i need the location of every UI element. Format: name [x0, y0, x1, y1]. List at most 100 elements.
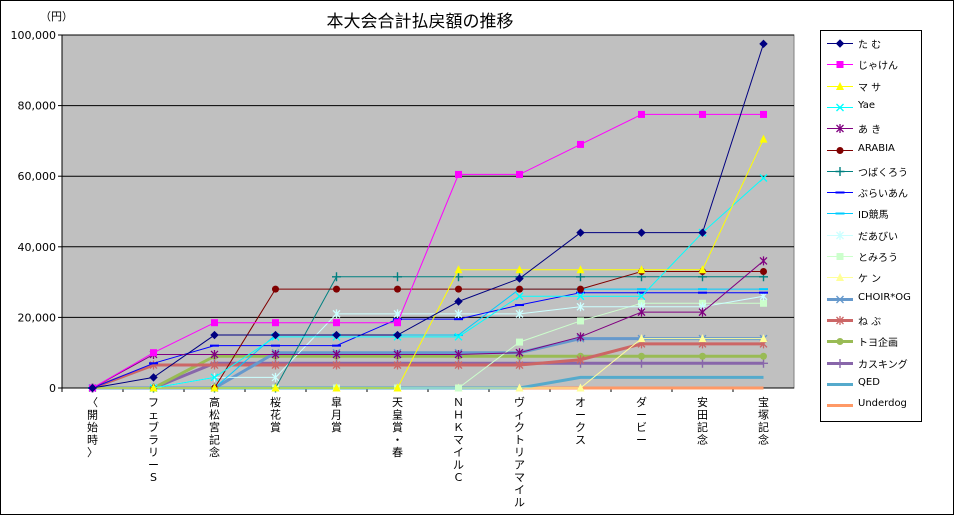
legend-swatch	[827, 61, 853, 69]
svg-text:記: 記	[697, 420, 708, 434]
legend-swatch	[827, 166, 853, 176]
svg-text:マ: マ	[514, 471, 525, 484]
data-point	[637, 307, 646, 317]
svg-text:ア: ア	[514, 459, 525, 472]
legend-label: だあびい	[858, 231, 898, 243]
data-point	[759, 39, 768, 49]
legend-marker	[836, 103, 844, 112]
data-point	[454, 349, 463, 359]
svg-text:高: 高	[209, 395, 220, 409]
data-point	[333, 285, 340, 293]
legend-swatch	[827, 382, 853, 386]
svg-text:ラ: ラ	[148, 434, 159, 447]
data-point	[271, 383, 280, 392]
data-point	[760, 268, 767, 276]
data-point	[576, 272, 585, 282]
svg-text:天: 天	[392, 396, 403, 409]
svg-text:オ: オ	[575, 396, 586, 409]
svg-text:C: C	[455, 471, 463, 484]
data-point	[271, 330, 280, 340]
data-point	[455, 384, 462, 392]
svg-text:月: 月	[331, 409, 342, 422]
svg-text:ダ: ダ	[636, 395, 647, 409]
svg-text:宝: 宝	[758, 395, 769, 409]
legend-label: ケ ン	[858, 274, 882, 286]
data-point	[637, 265, 646, 274]
legend-entry: Yae	[821, 97, 921, 118]
data-point	[515, 309, 524, 319]
data-point	[210, 373, 219, 382]
data-point	[759, 358, 768, 368]
data-point	[88, 383, 97, 393]
legend-marker	[835, 166, 845, 176]
data-point	[576, 265, 585, 274]
legend-entry: カスキング	[821, 353, 921, 374]
legend-label: ぶらいあん	[858, 189, 908, 201]
data-point	[455, 285, 462, 293]
data-point	[516, 338, 523, 346]
data-point	[516, 285, 523, 293]
legend-marker	[835, 39, 845, 48]
svg-text:ー: ー	[575, 409, 586, 422]
svg-text:マ: マ	[453, 434, 464, 447]
y-axis-unit-label: （円）	[40, 10, 73, 23]
data-point	[637, 228, 646, 237]
svg-text:リ: リ	[514, 446, 525, 459]
x-tick-label: 桜花賞	[270, 395, 281, 434]
series-line	[92, 260, 764, 389]
svg-text:賞: 賞	[270, 421, 281, 434]
data-point	[272, 285, 279, 293]
data-point	[515, 348, 524, 358]
data-point	[576, 383, 585, 392]
svg-text:ス: ス	[575, 434, 586, 447]
svg-text:塚: 塚	[758, 409, 769, 422]
svg-text:皇: 皇	[392, 408, 403, 422]
legend-marker	[836, 81, 844, 90]
svg-text:宮: 宮	[209, 420, 220, 434]
data-point	[454, 332, 463, 341]
data-point	[149, 373, 158, 382]
legend-entry: ARABIA	[821, 140, 921, 161]
svg-text:皐: 皐	[331, 395, 342, 409]
svg-text:開: 開	[87, 409, 98, 422]
series-line	[92, 43, 764, 389]
legend-swatch	[827, 103, 853, 112]
data-point	[699, 110, 706, 118]
data-point	[515, 360, 524, 370]
legend-marker	[836, 295, 844, 304]
svg-text:安: 安	[697, 395, 708, 409]
data-point	[454, 272, 463, 282]
series-layer	[88, 39, 768, 393]
data-point	[271, 372, 280, 382]
data-point	[393, 349, 402, 359]
legend-label: トヨ企画	[858, 338, 898, 350]
svg-text:賞: 賞	[331, 421, 342, 434]
svg-text:田: 田	[697, 409, 708, 422]
legend-swatch	[827, 295, 853, 304]
chart-title: 本大会合計払戻額の推移	[327, 12, 514, 32]
legend-swatch	[827, 253, 853, 260]
svg-text:時: 時	[87, 434, 98, 447]
svg-text:ビ: ビ	[636, 421, 647, 434]
svg-text:ブ: ブ	[148, 420, 159, 434]
legend-swatch	[827, 191, 853, 194]
svg-text:念: 念	[758, 433, 769, 447]
legend-marker	[836, 338, 844, 346]
data-point	[150, 349, 157, 357]
y-tick-label: 60,000	[18, 170, 57, 183]
data-point	[637, 334, 646, 343]
series-line	[92, 361, 764, 390]
legend-swatch	[827, 273, 853, 282]
series-line	[92, 113, 764, 389]
x-tick-label: 皐月賞	[331, 395, 342, 434]
legend-entry: ぶらいあん	[821, 182, 921, 203]
svg-text:桜: 桜	[270, 395, 281, 409]
legend-label: あ き	[858, 125, 882, 137]
y-axis-ticks: 0 20,000 40,000 60,000 80,000 100,000	[11, 29, 62, 395]
svg-text:Ｋ: Ｋ	[453, 421, 464, 434]
data-point	[759, 173, 768, 182]
svg-text:ル: ル	[453, 459, 464, 472]
data-point	[393, 272, 402, 282]
